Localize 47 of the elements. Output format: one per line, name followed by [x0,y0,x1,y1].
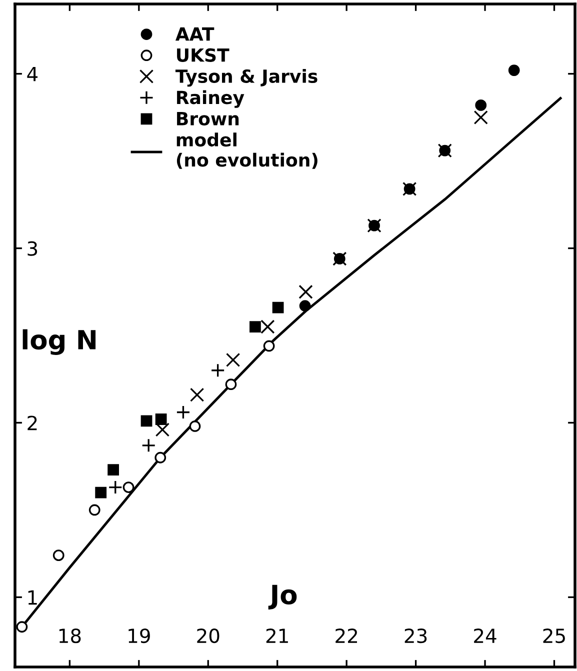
y-tick-label: 4 [27,67,38,82]
point [225,378,237,390]
x-tick-label: 22 [336,628,357,643]
point [108,464,119,476]
point [475,100,487,111]
point [140,415,152,427]
point [155,414,167,425]
y-tick-label: 3 [28,241,38,256]
x-tick-label: 20 [197,628,220,644]
y-tick-label: 1 [28,590,37,605]
point [263,340,275,352]
point [108,480,122,494]
point [155,422,170,437]
point [142,438,156,453]
legend-label: Rainey [177,90,244,108]
x-tick-label: 23 [404,628,427,644]
legend-label: Brown [177,112,239,126]
point [52,550,64,562]
x-tick-label: 18 [59,628,81,644]
legend-label: UKST [177,48,230,62]
point [16,621,28,633]
y-tick-label: 2 [28,416,37,430]
point [250,321,261,332]
point [95,486,107,498]
point [122,482,134,493]
point [508,64,520,76]
point [298,284,313,299]
point [299,300,311,312]
legend-label: Tyson & Jarvis [175,69,318,87]
legend-label: model (no evolution) [176,132,318,169]
x-axis-title: Jo [268,584,297,610]
point [226,352,240,368]
point [176,405,190,420]
x-tick-label: 19 [128,628,150,644]
point [272,302,284,314]
point [260,320,275,334]
x-tick-label: 21 [266,628,288,643]
legend-label: AAT [175,27,214,41]
point [474,110,488,124]
point [190,388,204,402]
x-tick-label: 24 [474,628,496,643]
point [154,452,166,464]
x-tick-label: 25 [543,628,565,644]
point [189,420,201,432]
point [88,504,100,516]
point [210,363,225,378]
y-axis-title: log N [22,329,96,356]
